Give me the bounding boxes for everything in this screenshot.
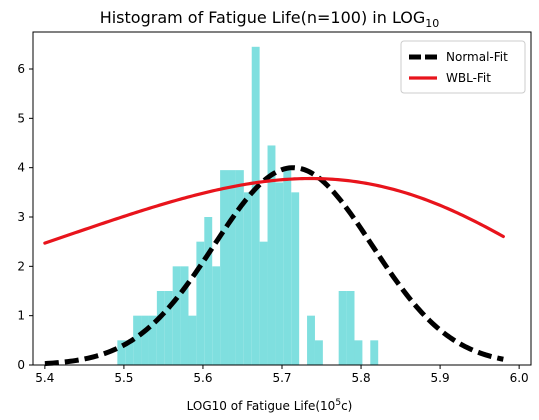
x-tick-label: 5.8 [352, 371, 371, 385]
chart-title-text: Histogram of Fatigue Life(n=100) in LOG [99, 8, 426, 27]
histogram-bar [291, 192, 300, 365]
x-axis-label-text: LOG10 of Fatigue Life(10 [186, 399, 336, 413]
fit-curves [43, 165, 505, 367]
y-tick-label: 6 [17, 62, 25, 76]
normal-fit-curve [44, 165, 504, 367]
histogram-bar [283, 170, 292, 365]
y-axis-ticks: 0 1 2 3 4 5 6 [17, 62, 33, 372]
histogram-bar [212, 266, 221, 365]
histogram-bar [243, 192, 252, 365]
histogram-bar [180, 266, 189, 365]
y-tick-label: 1 [17, 309, 25, 323]
y-tick-label: 5 [17, 111, 25, 125]
histogram-bars [117, 46, 379, 366]
histogram-bar [346, 291, 355, 365]
x-axis-label-exponent: 5 [335, 398, 342, 408]
legend: Normal-Fit WBL-Fit [400, 40, 526, 94]
histogram-bar [141, 315, 149, 365]
legend-label-normal-fit: Normal-Fit [446, 50, 508, 64]
legend-box [400, 40, 526, 94]
histogram-bar [117, 340, 126, 365]
histogram-bar [370, 340, 379, 365]
chart-title-subscript: 10 [425, 17, 440, 31]
y-tick-label: 0 [17, 358, 25, 372]
histogram-bar [235, 170, 244, 365]
x-tick-label: 5.6 [193, 371, 212, 385]
histogram-bar [220, 170, 229, 365]
x-tick-label: 5.4 [35, 371, 54, 385]
chart-title: Histogram of Fatigue Life(n=100) in LOG1… [0, 8, 539, 30]
histogram-bar [275, 182, 284, 365]
histogram-bar [133, 315, 142, 365]
x-axis-ticks: 5.4 5.5 5.6 5.7 5.8 5.9 6.0 [35, 365, 529, 385]
x-axis-label: LOG10 of Fatigue Life(105c) [0, 398, 539, 413]
x-tick-label: 5.9 [431, 371, 450, 385]
histogram-bar [204, 217, 213, 365]
histogram-bar [307, 315, 315, 365]
y-tick-label: 3 [17, 210, 25, 224]
histogram-bar [172, 266, 181, 365]
legend-label-wbl-fit: WBL-Fit [446, 71, 491, 85]
histogram-bar [188, 315, 197, 365]
histogram-bar [125, 340, 134, 365]
histogram-bar [354, 340, 363, 365]
histogram-bar [228, 170, 236, 365]
histogram-bar [196, 241, 205, 365]
x-tick-label: 5.5 [114, 371, 133, 385]
y-tick-label: 2 [17, 259, 25, 273]
histogram-bar [148, 315, 157, 365]
x-axis-label-unit: c) [341, 399, 353, 413]
histogram-bar [251, 46, 260, 366]
wbl-fit-curve [43, 176, 505, 245]
histogram-bar [314, 340, 323, 365]
x-tick-label: 6.0 [510, 371, 529, 385]
histogram-bar [164, 291, 173, 365]
histogram-bar [338, 291, 347, 365]
y-tick-label: 4 [17, 161, 25, 175]
x-tick-label: 5.7 [272, 371, 291, 385]
histogram-bar [259, 241, 268, 365]
histogram-bar [156, 291, 165, 365]
histogram-bar [267, 145, 276, 365]
